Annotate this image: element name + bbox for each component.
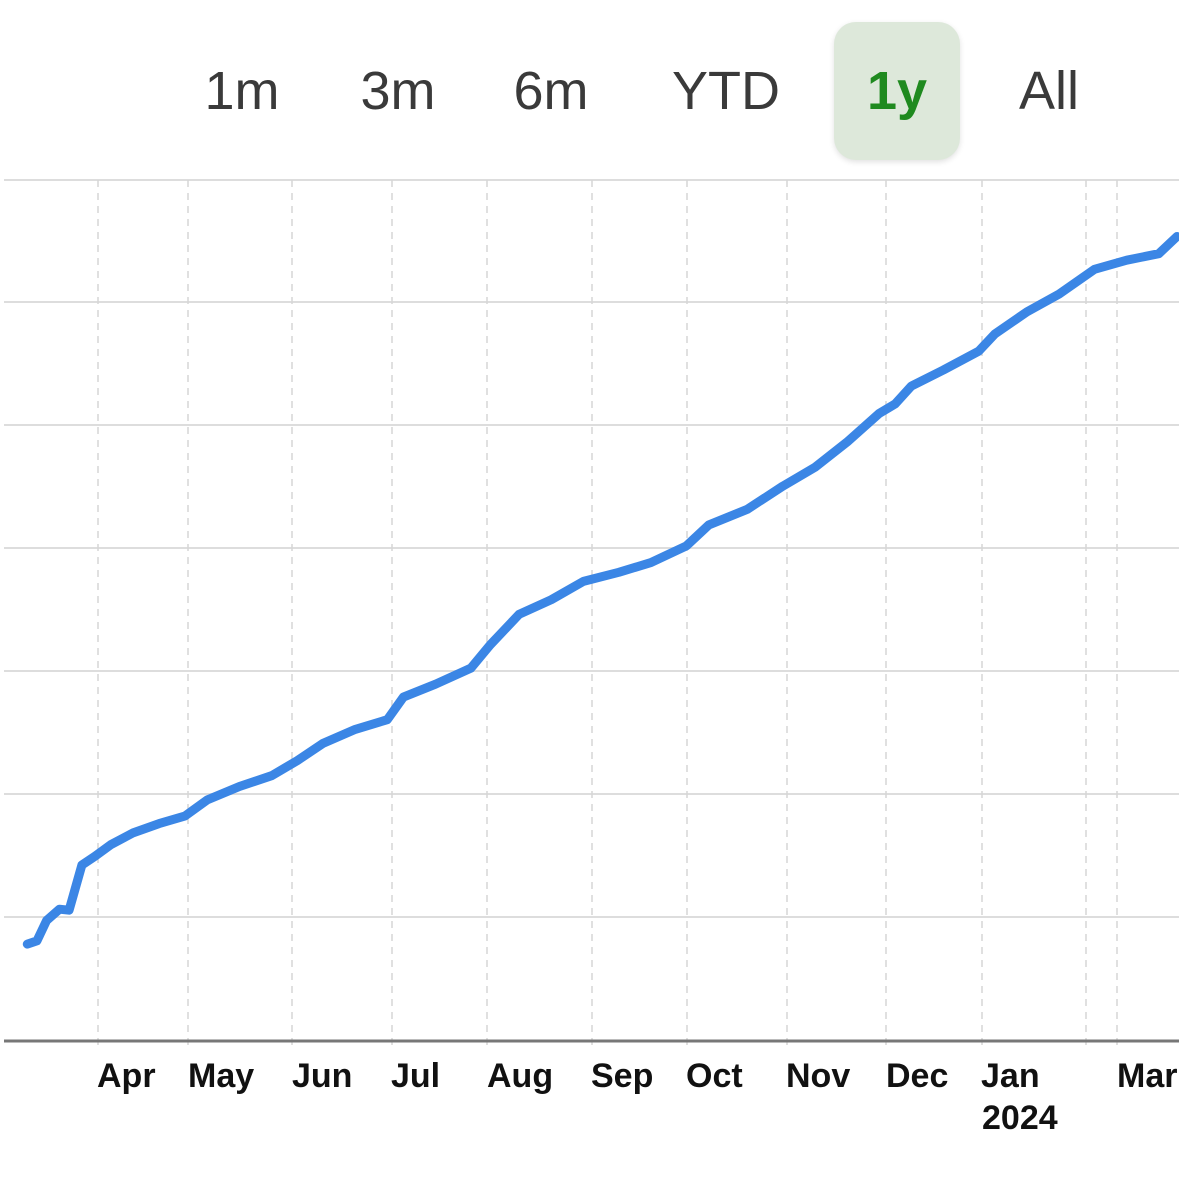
series-line — [22, 232, 1179, 949]
range-1y-button[interactable]: 1y — [834, 22, 960, 160]
range-selector: 1m 3m 6m YTD 1y All — [0, 0, 1179, 180]
x-axis-tick-labels: Apr May Jun Jul Aug Sep Oct Nov Dec Jan Mar — [97, 1057, 1177, 1095]
vertical-gridlines — [97, 180, 1118, 1047]
x-tick-label: Jan — [981, 1057, 1040, 1095]
x-tick-label: Nov — [786, 1057, 850, 1095]
range-6m-button[interactable]: 6m — [513, 61, 589, 121]
x-tick-label: Apr — [97, 1057, 156, 1095]
x-tick-label: Sep — [591, 1057, 653, 1095]
range-all-button[interactable]: All — [1018, 61, 1079, 121]
range-1m-button[interactable]: 1m — [204, 61, 280, 121]
x-tick-label: May — [188, 1057, 254, 1095]
x-tick-label: Jun — [292, 1057, 352, 1095]
x-tick-label: Dec — [886, 1057, 948, 1095]
x-tick-label: Aug — [487, 1057, 553, 1095]
x-tick-label: Oct — [686, 1057, 743, 1095]
x-tick-label: Jul — [391, 1057, 440, 1095]
x-tick-label: Mar — [1117, 1057, 1177, 1095]
range-ytd-button[interactable]: YTD — [672, 61, 780, 121]
x-axis-year-label: 2024 — [982, 1099, 1058, 1137]
range-3m-button[interactable]: 3m — [360, 61, 436, 121]
